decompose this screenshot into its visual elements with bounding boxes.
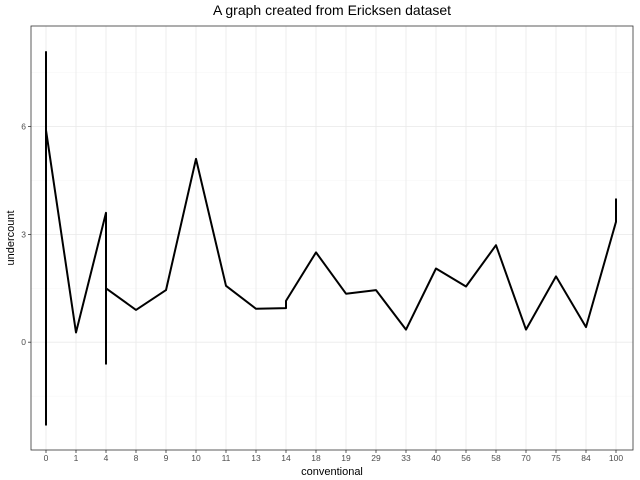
y-tick-label: 3: [21, 229, 26, 239]
series-line: [45, 51, 617, 426]
x-tick-label: 40: [431, 453, 441, 463]
x-tick-label: 14: [281, 453, 291, 463]
plot-panel: [30, 25, 634, 451]
x-tick-label: 19: [341, 453, 351, 463]
grid-lines: [31, 26, 633, 450]
x-tick-label: 84: [581, 453, 591, 463]
x-tick-label: 4: [104, 453, 109, 463]
x-tick-label: 9: [164, 453, 169, 463]
x-tick-label: 18: [311, 453, 321, 463]
x-tick-label: 10: [191, 453, 201, 463]
x-tick-label: 13: [251, 453, 261, 463]
x-tick-label: 33: [401, 453, 411, 463]
y-axis-title: undercount: [5, 210, 17, 265]
x-tick-label: 70: [521, 453, 531, 463]
y-tick-label: 6: [21, 122, 26, 132]
y-tick-label: 0: [21, 337, 26, 347]
x-tick-label: 58: [491, 453, 501, 463]
x-axis-title: conventional: [301, 466, 363, 478]
x-tick-label: 29: [371, 453, 381, 463]
x-tick-label: 56: [461, 453, 471, 463]
x-tick-label: 1: [74, 453, 79, 463]
x-tick-label: 11: [222, 453, 231, 463]
chart-title: A graph created from Ericksen dataset: [213, 2, 451, 18]
x-tick-label: 8: [134, 453, 139, 463]
data-series: [45, 51, 617, 426]
x-tick-label: 0: [44, 453, 49, 463]
x-tick-label: 75: [551, 453, 561, 463]
x-tick-label: 100: [609, 453, 623, 463]
